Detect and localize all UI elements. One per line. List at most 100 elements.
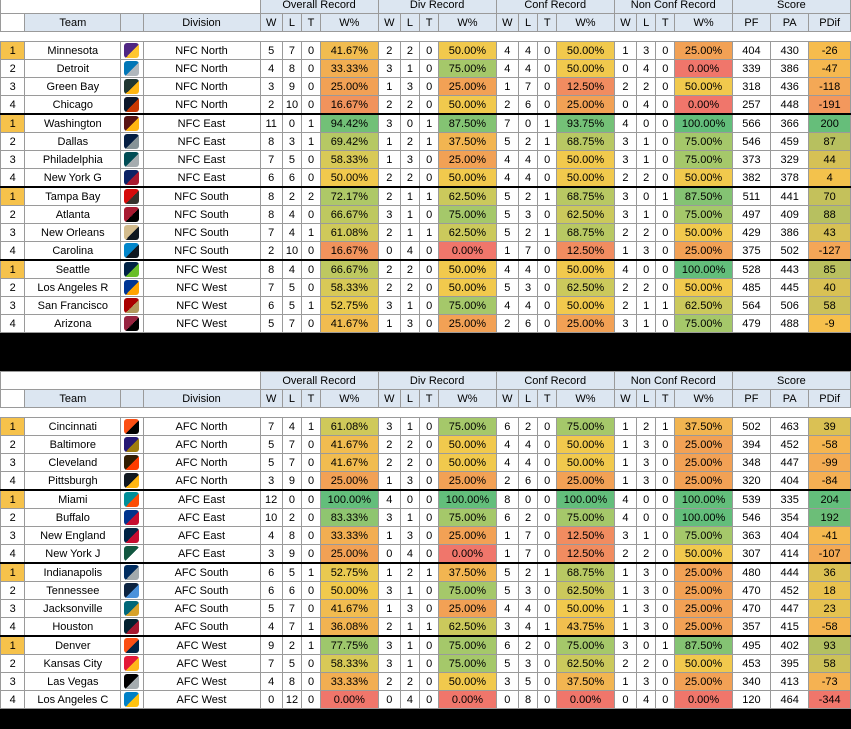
conf-losses-cell: 3 — [517, 654, 539, 673]
overall-record-pct-header: W% — [320, 13, 379, 32]
div-record-pct-header: W% — [438, 13, 497, 32]
point-diff-cell: -99 — [808, 453, 851, 472]
div-ties-cell: 1 — [419, 223, 440, 242]
overall-wins-cell: 7 — [259, 278, 283, 297]
logo-cell — [120, 435, 144, 454]
point-diff-cell: -58 — [808, 617, 851, 637]
point-diff-cell: 87 — [808, 132, 851, 151]
div-win-pct-cell: 50.00% — [438, 168, 497, 188]
conf-losses-cell: 4 — [517, 41, 539, 60]
div-win-pct-cell: 75.00% — [438, 635, 497, 655]
conf-wins-cell: 4 — [495, 599, 520, 618]
conf-losses-cell: 3 — [517, 205, 539, 224]
points-for-cell: 546 — [731, 508, 772, 527]
overall-ties-cell: 1 — [300, 296, 322, 315]
cardinals-logo — [124, 316, 140, 331]
overall-ties-cell: 0 — [300, 599, 322, 618]
conf-wins-cell: 5 — [495, 278, 520, 297]
non-conf-record-group-header: Non Conf Record — [613, 371, 733, 390]
points-for-cell: 497 — [731, 205, 772, 224]
team-row: 4 New York G NFC East 6 6 0 50.00% 2 2 0 50.00% 4 4 0… — [0, 168, 851, 188]
overall-win-pct-cell: 25.00% — [320, 544, 379, 564]
nonconf-ties-cell: 0 — [655, 41, 676, 60]
points-against-cell: 444 — [770, 562, 810, 582]
logo-cell — [120, 526, 144, 545]
team-name-cell: Green Bay — [24, 77, 122, 96]
div-win-pct-cell: 75.00% — [438, 654, 497, 673]
rank-header — [0, 389, 26, 408]
points-against-cell: 402 — [770, 635, 810, 655]
conf-wins-cell: 5 — [495, 581, 520, 600]
nonconf-ties-cell: 0 — [655, 453, 676, 472]
div-record-l-header: L — [399, 389, 421, 408]
div-ties-cell: 0 — [419, 544, 440, 564]
div-record-w-header: W — [377, 13, 401, 32]
division-cell: NFC South — [142, 205, 261, 224]
points-against-cell: 464 — [770, 690, 810, 709]
team-name-cell: Carolina — [24, 241, 122, 261]
conf-ties-cell: 0 — [537, 489, 558, 509]
overall-wins-cell: 10 — [259, 508, 283, 527]
overall-wins-cell: 5 — [259, 453, 283, 472]
rank-cell: 3 — [0, 223, 26, 242]
conf-ties-cell: 0 — [537, 168, 558, 188]
logo-cell — [120, 617, 144, 637]
nonconf-win-pct-cell: 62.50% — [674, 296, 733, 315]
team-row: 4 Chicago NFC North 2 10 0 16.67% 2 2 0 50.00% 2 6 0 2… — [0, 95, 851, 115]
conf-losses-cell: 4 — [517, 435, 539, 454]
div-losses-cell: 2 — [399, 259, 421, 279]
team-row: 3 San Francisco NFC West 6 5 1 52.75% 3 1 0 75.00%… — [0, 296, 851, 315]
points-for-cell: 453 — [731, 654, 772, 673]
div-win-pct-cell: 25.00% — [438, 314, 497, 333]
div-losses-cell: 2 — [399, 278, 421, 297]
nonconf-ties-cell: 0 — [655, 241, 676, 261]
nonconf-wins-cell: 3 — [613, 635, 638, 655]
conf-losses-cell: 3 — [517, 581, 539, 600]
chiefs-logo — [124, 656, 140, 671]
div-losses-cell: 4 — [399, 690, 421, 709]
division-cell: AFC South — [142, 562, 261, 582]
nonconf-ties-cell: 0 — [655, 95, 676, 115]
div-wins-cell: 2 — [377, 168, 401, 188]
overall-losses-cell: 9 — [281, 77, 302, 96]
conf-wins-cell: 5 — [495, 562, 520, 582]
nonconf-wins-cell: 2 — [613, 296, 638, 315]
logo-cell — [120, 635, 144, 655]
nonconf-win-pct-cell: 25.00% — [674, 435, 733, 454]
team-name-cell: New York J — [24, 544, 122, 564]
team-name-cell: Philadelphia — [24, 150, 122, 169]
div-wins-cell: 1 — [377, 132, 401, 151]
div-ties-cell: 0 — [419, 259, 440, 279]
overall-win-pct-cell: 50.00% — [320, 581, 379, 600]
team-name-cell: Arizona — [24, 314, 122, 333]
div-record-t-header: T — [419, 13, 440, 32]
overall-win-pct-cell: 94.42% — [320, 113, 379, 133]
conf-ties-cell: 1 — [537, 113, 558, 133]
div-ties-cell: 1 — [419, 617, 440, 637]
nonconf-ties-cell: 0 — [655, 435, 676, 454]
overall-losses-cell: 2 — [281, 635, 302, 655]
overall-record-l-header: L — [281, 13, 302, 32]
overall-wins-cell: 4 — [259, 59, 283, 78]
nonconf-wins-cell: 1 — [613, 471, 638, 491]
div-win-pct-cell: 100.00% — [438, 489, 497, 509]
div-ties-cell: 1 — [419, 132, 440, 151]
div-win-pct-cell: 75.00% — [438, 417, 497, 436]
division-cell: NFC North — [142, 59, 261, 78]
nonconf-ties-cell: 0 — [655, 508, 676, 527]
overall-ties-cell: 0 — [300, 690, 322, 709]
pa-header: PA — [770, 13, 810, 32]
div-win-pct-cell: 25.00% — [438, 150, 497, 169]
overall-wins-cell: 11 — [259, 113, 283, 133]
giants-logo — [124, 170, 140, 185]
nonconf-losses-cell: 3 — [636, 562, 657, 582]
overall-win-pct-cell: 0.00% — [320, 690, 379, 709]
nonconf-losses-cell: 3 — [636, 453, 657, 472]
logo-cell — [120, 278, 144, 297]
overall-losses-cell: 5 — [281, 562, 302, 582]
conf-win-pct-cell: 50.00% — [556, 168, 615, 188]
point-diff-cell: 43 — [808, 223, 851, 242]
logo-cell — [120, 132, 144, 151]
div-losses-cell: 1 — [399, 635, 421, 655]
points-for-cell: 564 — [731, 296, 772, 315]
